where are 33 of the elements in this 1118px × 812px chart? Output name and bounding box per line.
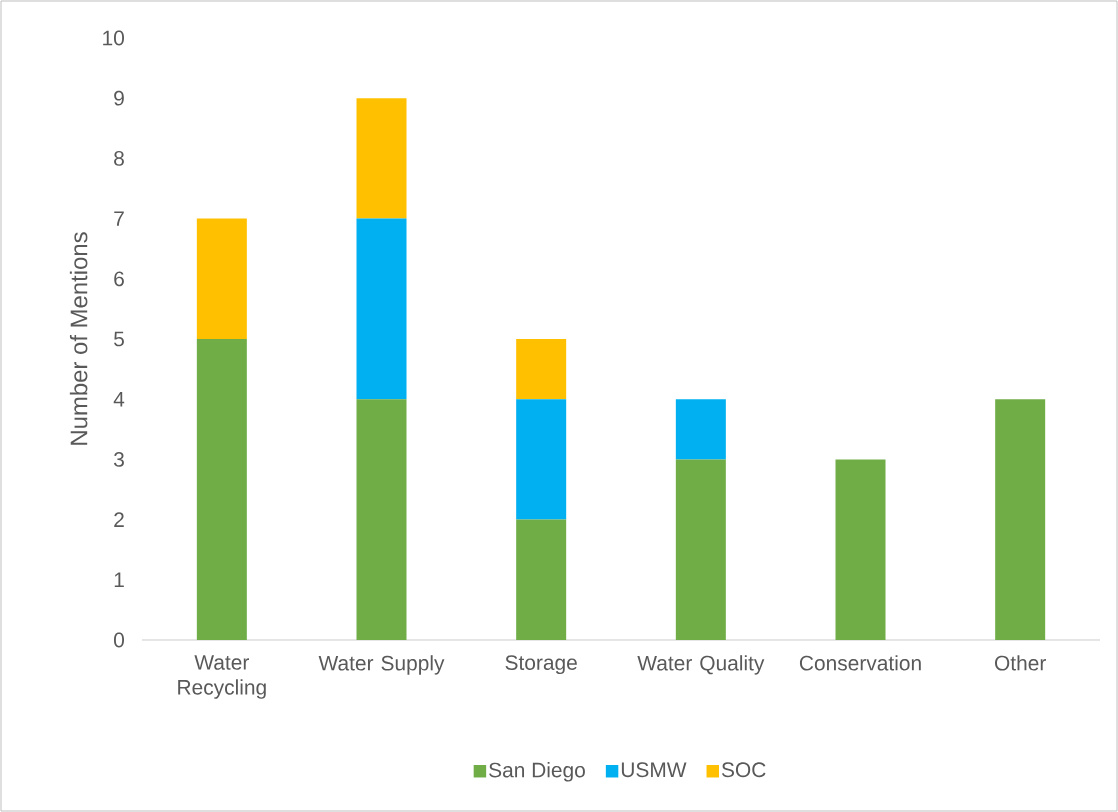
bar: [995, 399, 1046, 640]
bar: [356, 399, 407, 640]
x-tick-label: Water Quality: [637, 655, 765, 675]
y-tick-label: 8: [114, 150, 124, 166]
bar: [516, 519, 567, 640]
bar: [196, 218, 247, 339]
bar: [675, 459, 726, 640]
legend-label: San Diego: [489, 762, 585, 782]
y-tick-label: 9: [114, 90, 124, 106]
bar: [516, 339, 567, 400]
legend-label: USMW: [621, 762, 687, 778]
bar: [196, 339, 247, 640]
y-tick-label: 1: [114, 572, 124, 587]
x-tick-label: Other: [995, 655, 1046, 671]
bar: [516, 399, 567, 520]
y-tick-label: 7: [114, 211, 124, 226]
y-tick-label: 0: [114, 632, 125, 648]
y-tick-label: 4: [113, 392, 125, 407]
bar: [835, 459, 886, 640]
y-tick-label: 2: [114, 512, 124, 527]
y-tick-label: 5: [114, 331, 124, 347]
x-tick-label: Water Recycling: [178, 655, 266, 699]
y-axis-title: Number of Mentions: [69, 232, 88, 445]
legend-label: SOC: [721, 762, 766, 778]
bar: [356, 98, 407, 219]
y-tick-label: 6: [114, 271, 124, 287]
x-tick-label: Water Supply: [318, 655, 445, 675]
y-tick-label: 3: [113, 451, 124, 467]
bar: [675, 399, 726, 460]
bar: [356, 218, 407, 400]
y-tick-label: 10: [103, 30, 124, 46]
x-tick-label: Storage: [505, 655, 577, 675]
x-tick-label: Conservation: [799, 655, 921, 671]
